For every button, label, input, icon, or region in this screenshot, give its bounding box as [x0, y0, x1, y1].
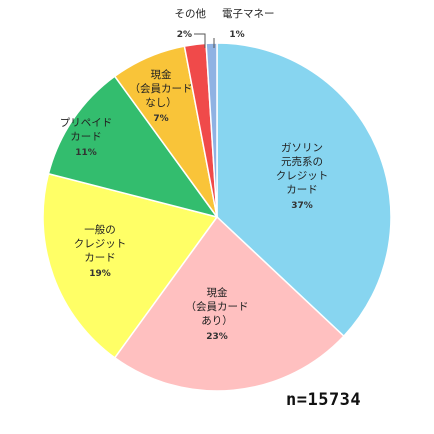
pie-slice-2	[113, 215, 345, 392]
slice-label-4-line-1: プリペイド	[60, 117, 113, 129]
slice-label-1-line-3: クレジット	[276, 170, 329, 182]
slice-label-3-line-1: 一般の	[84, 223, 116, 236]
pie-slice-4	[47, 75, 219, 219]
slice-label-6: その他	[175, 7, 207, 20]
pie-slice-7	[205, 42, 218, 218]
slice-label-5-line-3: なし）	[145, 97, 177, 109]
slice-label-5-line-1: 現金	[151, 68, 172, 81]
slice-label-2-line-3: あり）	[201, 315, 233, 327]
slice-label-1-line-2: 元売系の	[281, 155, 323, 168]
slice-label-5-line-2: （会員カード	[130, 82, 193, 95]
callout-line-6	[194, 33, 206, 48]
pie-slices	[42, 42, 392, 392]
slice-label-3-line-2: クレジット	[74, 238, 127, 250]
slice-pct-2: 23%	[206, 332, 228, 342]
pie-slice-1	[216, 42, 392, 338]
slice-label-7: 電子マネー	[222, 8, 275, 20]
sample-size-label: n=15734	[286, 390, 362, 410]
slice-pct-1: 37%	[291, 201, 313, 211]
slice-label-4-line-2: カード	[70, 131, 102, 143]
slice-label-1-line-4: カード	[286, 184, 318, 196]
slice-pct-4: 11%	[75, 148, 97, 158]
pie-slice-3	[42, 172, 219, 359]
slice-pct-3: 19%	[89, 269, 111, 279]
slice-label-1-line-1: ガソリン	[281, 142, 323, 154]
slice-label-2-line-1: 現金	[207, 286, 228, 299]
slice-label-2-line-2: （会員カード	[186, 300, 249, 313]
slice-label-3-line-3: カード	[84, 252, 116, 264]
slice-pct-7: 1%	[229, 30, 244, 40]
slice-pct-5: 7%	[153, 114, 168, 124]
slice-pct-6: 2%	[177, 30, 192, 40]
